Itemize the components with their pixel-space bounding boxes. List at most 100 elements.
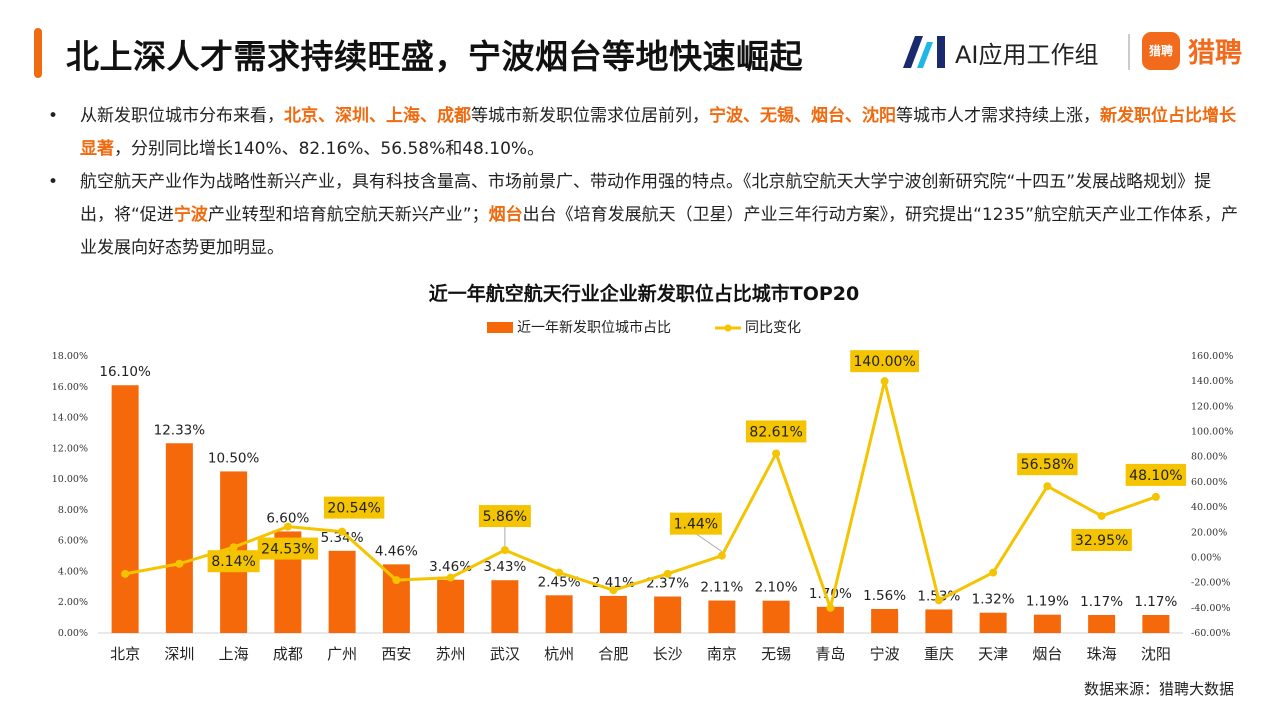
y-left-tick-label: 4.00% (58, 566, 88, 577)
bar (1142, 614, 1170, 633)
legend-line-marker (724, 324, 732, 332)
x-tick-label: 沈阳 (1141, 645, 1171, 663)
x-tick-label: 宁波 (870, 645, 900, 663)
body-text: ，分别同比增长140%、82.16%、56.58%和48.10%。 (114, 139, 545, 159)
line-label-box (207, 550, 260, 573)
line-point (1043, 482, 1052, 491)
bar (708, 600, 736, 633)
bar (382, 564, 410, 633)
line-data-label: 1.44% (674, 517, 718, 533)
line-point (283, 522, 292, 531)
highlight-text: 宁波、无锡、烟台、沈阳 (709, 106, 896, 126)
y-left-tick-label: 0.00% (58, 628, 88, 639)
line-point (772, 449, 781, 458)
bar (437, 579, 465, 633)
bar (1033, 614, 1061, 633)
highlight-text: 北京、深圳、上海、成都 (284, 106, 471, 126)
x-tick-label: 长沙 (653, 645, 683, 663)
y-right-tick-label: 20.00% (1191, 527, 1227, 538)
bar-data-label: 10.50% (208, 450, 260, 466)
x-tick-label: 重庆 (924, 645, 954, 663)
bar (979, 612, 1007, 633)
bar-series (111, 385, 1170, 633)
legend-bar-label: 近一年新发职位城市占比 (517, 319, 671, 336)
x-tick-label: 武汉 (490, 645, 520, 663)
y-right-tick-label: 100.00% (1191, 427, 1233, 438)
title-accent-bar (34, 28, 42, 78)
bar-data-label: 12.33% (154, 422, 206, 438)
line-data-label: 24.53% (261, 542, 314, 558)
y-left-tick-label: 10.00% (52, 474, 88, 485)
line-point (229, 543, 238, 552)
x-tick-label: 西安 (381, 645, 411, 663)
y-right-tick-label: 140.00% (1191, 376, 1233, 387)
line-point (826, 603, 835, 612)
logo-divider (1128, 34, 1130, 70)
line-label-box (257, 537, 319, 560)
x-tick-label: 烟台 (1032, 645, 1062, 663)
bar-data-label: 3.46% (429, 559, 472, 575)
legend-bar-swatch (487, 322, 513, 333)
body-text: 等城市新发职位需求位居前列， (471, 106, 709, 126)
line-label-box (745, 420, 807, 443)
x-tick-label: 广州 (327, 645, 357, 663)
bar-data-label: 2.37% (646, 576, 689, 592)
line-label-box (478, 505, 531, 528)
line-point (1097, 511, 1106, 520)
body-text: 出台《培育发展航天（卫星）产业三年行动方案》，研究提出“1235”航空航天产业工… (80, 205, 1239, 258)
line-point (338, 527, 347, 536)
x-tick-label: 上海 (219, 645, 249, 663)
x-tick-label: 合肥 (598, 645, 628, 663)
x-tick-label: 杭州 (544, 645, 574, 663)
liepin-logo: 猎聘 猎聘 (1142, 31, 1242, 70)
bar-data-label: 1.56% (863, 588, 906, 604)
bullet-marker: • (48, 106, 59, 126)
data-source: 数据来源：猎聘大数据 (1083, 680, 1234, 698)
bar-data-label: 4.46% (375, 543, 418, 559)
ai-logo-text: AI应用工作组 (955, 40, 1099, 69)
body-text: 产业转型和培育航空航天新兴产业”； (207, 205, 489, 225)
line-point (663, 569, 672, 578)
bar-data-label: 1.32% (972, 592, 1015, 608)
y-right-tick-label: -20.00% (1191, 578, 1230, 589)
x-tick-label: 无锡 (761, 645, 791, 663)
x-tick-label: 珠海 (1087, 645, 1117, 663)
liepin-logo-text: 猎聘 (1188, 38, 1242, 69)
x-axis-labels: 北京 深圳 上海 成都 广州 西安 苏州 武汉 杭州 合肥 长沙 南京 无锡 青岛 宁波 重庆 天津 烟台 珠海 沈阳 (110, 645, 1171, 663)
line-data-label: 48.10% (1129, 468, 1182, 484)
y-right-tick-label: 120.00% (1191, 401, 1233, 412)
line-point (934, 596, 943, 605)
y-left-tick-label: 8.00% (58, 505, 88, 516)
line-point (392, 576, 401, 585)
line-label-box (323, 496, 385, 519)
y-left-tick-label: 16.00% (52, 382, 88, 393)
line-data-label: 8.14% (211, 554, 255, 570)
legend-line-label: 同比变化 (745, 320, 801, 336)
y-left-tick-label: 14.00% (52, 413, 88, 424)
bar-labels: 16.10%12.33%10.50%6.60%5.34%4.46%3.46% 3.… (99, 364, 1177, 610)
y-right-tick-label: -60.00% (1191, 628, 1230, 639)
bar-data-label: 1.17% (1134, 594, 1177, 610)
y-left-tick-label: 6.00% (58, 536, 88, 547)
line-labels: 8.14% 24.53% 20.54% 5.86% 1.44% 82.61% 140.00%… (207, 350, 1187, 573)
line-label-box (1125, 463, 1187, 486)
line-point (121, 569, 130, 578)
body-text: 等城市人才需求持续上涨， (896, 106, 1100, 126)
line-data-label: 32.95% (1075, 533, 1128, 549)
bullet-item-1: • 从新发职位城市分布来看，北京、深圳、上海、成都等城市新发职位需求位居前列，宁… (48, 100, 1238, 166)
leader-line (695, 533, 723, 553)
bar-data-label: 2.45% (538, 574, 581, 590)
y-left-tick-label: 12.00% (52, 443, 88, 454)
bar-data-label: 2.10% (755, 580, 798, 596)
x-tick-label: 南京 (707, 645, 737, 663)
y-right-tick-label: -40.00% (1191, 603, 1230, 614)
bar-data-label: 1.17% (1080, 594, 1123, 610)
y-right-tick-label: 40.00% (1191, 502, 1227, 513)
bullet-text-1: 从新发职位城市分布来看，北京、深圳、上海、成都等城市新发职位需求位居前列，宁波、… (80, 106, 1236, 159)
line-label-box (1071, 528, 1132, 551)
line-point (555, 568, 564, 577)
bullet-list: • 从新发职位城市分布来看，北京、深圳、上海、成都等城市新发职位需求位居前列，宁… (48, 100, 1238, 265)
x-tick-label: 深圳 (164, 645, 194, 663)
bullet-text-2: 航空航天产业作为战略性新兴产业，具有科技含量高、市场前景广、带动作用强的特点。《… (80, 172, 1238, 258)
city-share-chart: 近一年航空航天行业企业新发职位占比城市TOP20 近一年新发职位城市占比 同比变… (52, 282, 1234, 663)
